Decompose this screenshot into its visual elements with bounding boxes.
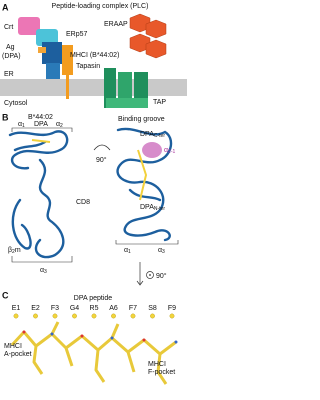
residue-dot — [52, 313, 58, 319]
label: MHCI — [148, 361, 166, 368]
residue-label: R5 — [90, 305, 99, 312]
label: MHCI — [4, 343, 22, 350]
label: MHCI (B*44:02) — [70, 52, 119, 59]
bracket — [11, 127, 179, 263]
atoms — [50, 332, 178, 344]
label: α3 — [158, 247, 165, 255]
residue-dot — [130, 313, 136, 319]
label: 1 — [128, 249, 131, 255]
label: 2-1 — [168, 149, 175, 155]
label: α — [56, 121, 60, 128]
label: 2 — [12, 249, 15, 255]
residue-dot — [33, 313, 38, 319]
residue-dot — [111, 313, 116, 319]
panel-label: B — [2, 112, 9, 122]
panel-a — [0, 13, 187, 108]
tapasin-tm — [66, 75, 69, 99]
rotation-symbol — [149, 274, 151, 276]
label: ERp57 — [66, 31, 88, 38]
residue-dot — [72, 313, 77, 319]
label: N-ter — [154, 206, 165, 212]
residue-label: E1 — [12, 305, 21, 312]
label: Crt — [4, 24, 13, 31]
figure: A Peptide-loading complex (PLC) ERAAP Cr… — [0, 2, 187, 385]
residue-label: F3 — [51, 305, 59, 312]
label: α — [164, 147, 168, 154]
label: α3 — [40, 267, 47, 275]
label: B*44:02 — [28, 114, 53, 121]
rotation-symbol — [146, 271, 154, 279]
label: β — [8, 247, 12, 254]
ribbon — [8, 130, 69, 259]
membrane — [0, 79, 187, 96]
helix-highlight — [142, 142, 162, 158]
mhci-shape — [42, 42, 62, 64]
label: α1 — [18, 121, 25, 129]
label: DPA — [34, 121, 48, 128]
eraap-shape — [129, 13, 167, 59]
label: CD8 — [76, 199, 90, 206]
tapasin-shape — [62, 45, 73, 75]
residue-label: G4 — [70, 305, 79, 312]
mhci-shape — [46, 63, 60, 79]
label: α — [158, 247, 162, 254]
label: m — [15, 247, 21, 254]
label: α1 — [124, 247, 131, 255]
panel-title: DPA peptide — [74, 295, 113, 302]
label: TAP — [153, 99, 166, 106]
peptide-sticks — [10, 321, 177, 385]
label: α2-1 — [164, 147, 175, 155]
tap-shape — [106, 98, 148, 108]
arrow — [136, 262, 144, 286]
label: α — [40, 267, 44, 274]
label: α — [124, 247, 128, 254]
rotation-arrow — [93, 144, 111, 151]
crt-shape — [18, 17, 40, 35]
residue-dot — [169, 313, 175, 319]
residue-dot — [150, 313, 155, 319]
label: DPAC-ter — [140, 131, 165, 139]
label: C-ter — [154, 133, 165, 139]
panel-title: Peptide-loading complex (PLC) — [52, 3, 149, 10]
residue-row: E1 E2 F3 G4 R5 A6 F7 S8 F9 — [12, 305, 176, 319]
label: Ag — [6, 44, 15, 51]
label: 3 — [162, 249, 165, 255]
erp57-shape — [36, 29, 58, 46]
label: β2m — [8, 247, 21, 255]
label: 2 — [60, 123, 63, 129]
label: α2 — [56, 121, 63, 129]
label: ERAAP — [104, 21, 128, 28]
residue-dot — [13, 313, 19, 319]
label: 90° — [156, 272, 167, 280]
residue-label: S8 — [148, 305, 157, 312]
residue-label: F7 — [129, 305, 137, 312]
label: DPAN-ter — [140, 204, 165, 212]
ribbon — [116, 127, 173, 242]
atoms — [22, 330, 146, 342]
label: DPA — [140, 204, 154, 211]
panel-label: C — [2, 290, 9, 300]
residue-dot — [91, 313, 97, 319]
label: Cytosol — [4, 100, 28, 107]
label: DPA — [140, 131, 154, 138]
label: 1 — [22, 123, 25, 129]
panel-b — [8, 127, 173, 259]
panel-label: A — [2, 2, 9, 12]
label: Binding groove — [118, 116, 165, 123]
residue-label: F9 — [168, 305, 176, 312]
residue-label: E2 — [31, 305, 40, 312]
label: 3 — [44, 269, 47, 275]
label: A-pocket — [4, 351, 32, 358]
label: Tapasin — [76, 63, 100, 70]
label: ER — [4, 71, 14, 78]
label: α — [18, 121, 22, 128]
ribbon — [13, 140, 162, 202]
label: F-pocket — [148, 369, 175, 376]
label: (DPA) — [2, 53, 21, 60]
label: 90° — [96, 156, 107, 164]
peptide-shape — [38, 47, 46, 53]
residue-label: A6 — [109, 305, 118, 312]
peptide-stick — [31, 139, 148, 201]
